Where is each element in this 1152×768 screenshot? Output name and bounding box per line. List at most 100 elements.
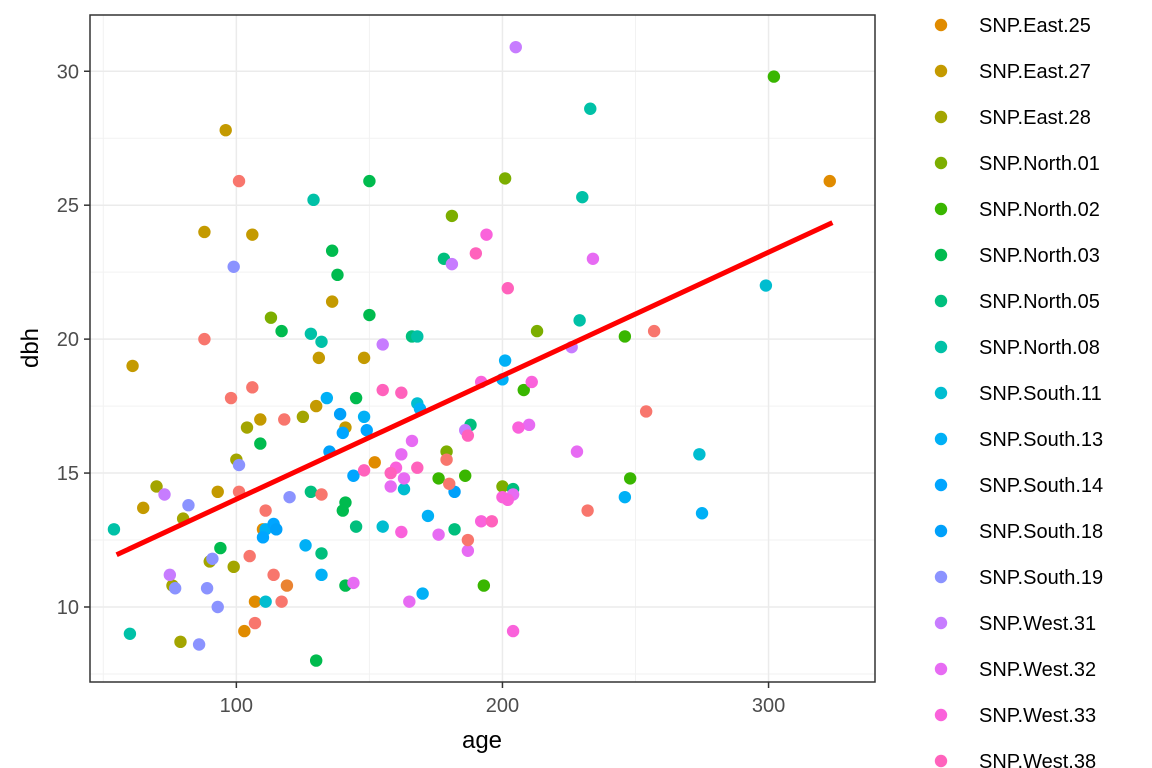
legend-label: SNP.West.31	[979, 613, 1096, 635]
data-point	[254, 413, 267, 426]
data-point	[240, 421, 254, 434]
data-point	[397, 482, 411, 496]
data-point	[411, 461, 424, 474]
data-point	[137, 501, 150, 515]
data-point	[211, 600, 224, 614]
data-point	[403, 595, 416, 608]
data-point	[246, 228, 259, 241]
data-point	[376, 383, 389, 397]
data-point	[315, 547, 328, 560]
data-point	[123, 627, 137, 640]
data-point	[219, 123, 232, 137]
legend-label: SNP.South.18	[979, 521, 1103, 543]
legend-key	[934, 248, 948, 262]
data-point	[384, 480, 397, 493]
data-point	[368, 456, 381, 469]
legend-label: SNP.West.32	[979, 659, 1096, 681]
data-point	[336, 426, 349, 440]
data-point	[333, 407, 347, 421]
data-point	[405, 434, 419, 448]
legend-label: SNP.North.02	[979, 199, 1100, 221]
data-point	[573, 314, 586, 327]
data-point	[278, 413, 291, 426]
data-point	[126, 359, 139, 373]
y-axis-title: dbh	[17, 328, 44, 368]
plot-border	[89, 14, 876, 683]
data-point	[584, 102, 597, 115]
data-point	[693, 448, 706, 461]
legend-key	[934, 662, 948, 676]
data-point	[206, 552, 219, 565]
data-point	[767, 70, 781, 83]
data-point	[357, 464, 371, 477]
legend-key	[934, 754, 948, 768]
data-point	[349, 520, 363, 533]
data-point	[150, 480, 163, 493]
x-tick-label: 300	[752, 695, 785, 717]
data-point	[349, 391, 363, 405]
data-point	[461, 544, 475, 557]
data-point	[158, 488, 171, 501]
data-point	[174, 635, 187, 649]
legend-key	[934, 478, 948, 492]
data-point	[474, 515, 488, 528]
data-point	[397, 472, 411, 485]
legend-key	[934, 156, 948, 170]
legend-label: SNP.West.38	[979, 751, 1096, 768]
data-point	[267, 568, 280, 582]
data-point	[461, 429, 475, 442]
data-point	[198, 332, 211, 346]
data-point	[347, 576, 360, 590]
data-point	[448, 523, 461, 536]
data-point	[501, 282, 514, 295]
x-tick-label: 200	[486, 695, 519, 717]
data-point	[459, 469, 472, 482]
y-tick-label: 10	[57, 597, 79, 619]
x-tick-label: 100	[220, 695, 253, 717]
data-point	[304, 327, 318, 340]
data-point	[469, 247, 483, 260]
data-point	[639, 405, 653, 418]
data-point	[280, 579, 294, 592]
data-point	[411, 330, 424, 343]
legend-label: SNP.West.33	[979, 705, 1096, 727]
data-point	[315, 568, 328, 582]
legend-key	[934, 18, 948, 32]
y-axis: 10 15 20 25 30	[57, 61, 90, 619]
data-point	[525, 375, 538, 389]
data-point	[357, 351, 371, 365]
data-point	[248, 595, 262, 608]
data-point	[283, 490, 296, 504]
data-point	[432, 528, 445, 541]
y-tick-label: 15	[57, 463, 79, 485]
data-point	[395, 525, 408, 539]
data-point	[480, 228, 493, 241]
legend-key	[934, 616, 948, 630]
data-point	[309, 399, 323, 413]
data-point	[211, 485, 224, 499]
legend-label: SNP.North.01	[979, 153, 1100, 175]
data-point	[360, 424, 373, 437]
legend-key	[934, 294, 948, 308]
data-point	[695, 507, 709, 520]
data-point	[275, 324, 288, 338]
legend-label: SNP.North.03	[979, 245, 1100, 267]
data-point	[416, 587, 429, 600]
data-point	[307, 193, 320, 207]
data-point	[517, 383, 530, 397]
data-point	[477, 579, 491, 592]
data-point	[357, 410, 371, 424]
legend-key	[934, 570, 948, 584]
data-point	[443, 477, 456, 490]
legend-key	[934, 432, 948, 446]
data-point	[395, 448, 408, 461]
data-point	[227, 560, 240, 574]
data-point	[501, 493, 514, 507]
data-point	[312, 351, 326, 365]
legend-key	[934, 110, 948, 124]
x-axis-title: age	[462, 727, 502, 754]
data-point	[576, 190, 589, 204]
data-point	[509, 40, 522, 54]
data-point	[376, 338, 389, 351]
